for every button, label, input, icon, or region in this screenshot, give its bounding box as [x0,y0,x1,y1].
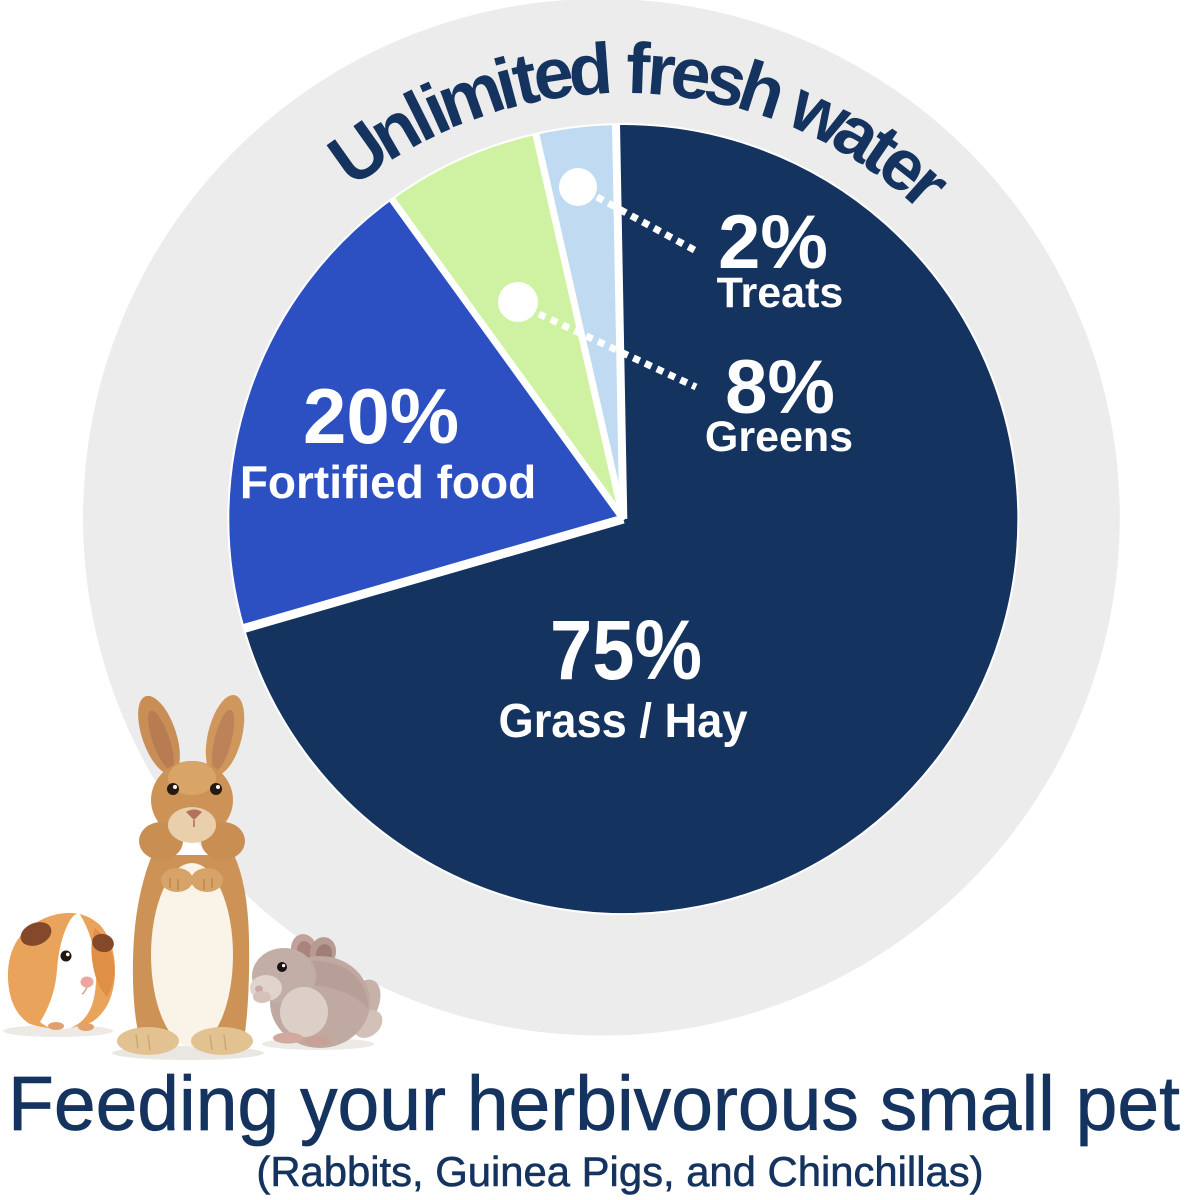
svg-text:Grass / Hay: Grass / Hay [499,695,748,748]
svg-text:(Rabbits, Guinea Pigs, and Chi: (Rabbits, Guinea Pigs, and Chinchillas) [256,1148,983,1195]
svg-text:Feeding your herbivorous small: Feeding your herbivorous small pet [8,1061,1180,1147]
svg-text:2%: 2% [718,200,828,285]
svg-text:Greens: Greens [705,413,853,461]
svg-text:d: d [565,29,615,112]
svg-text:r: r [644,30,679,112]
svg-text:75%: 75% [550,603,702,697]
svg-text:Treats: Treats [717,269,844,317]
svg-text:Fortified food: Fortified food [240,456,536,508]
svg-text:20%: 20% [303,372,459,460]
svg-text:8%: 8% [725,345,835,430]
svg-text:f: f [625,29,653,110]
